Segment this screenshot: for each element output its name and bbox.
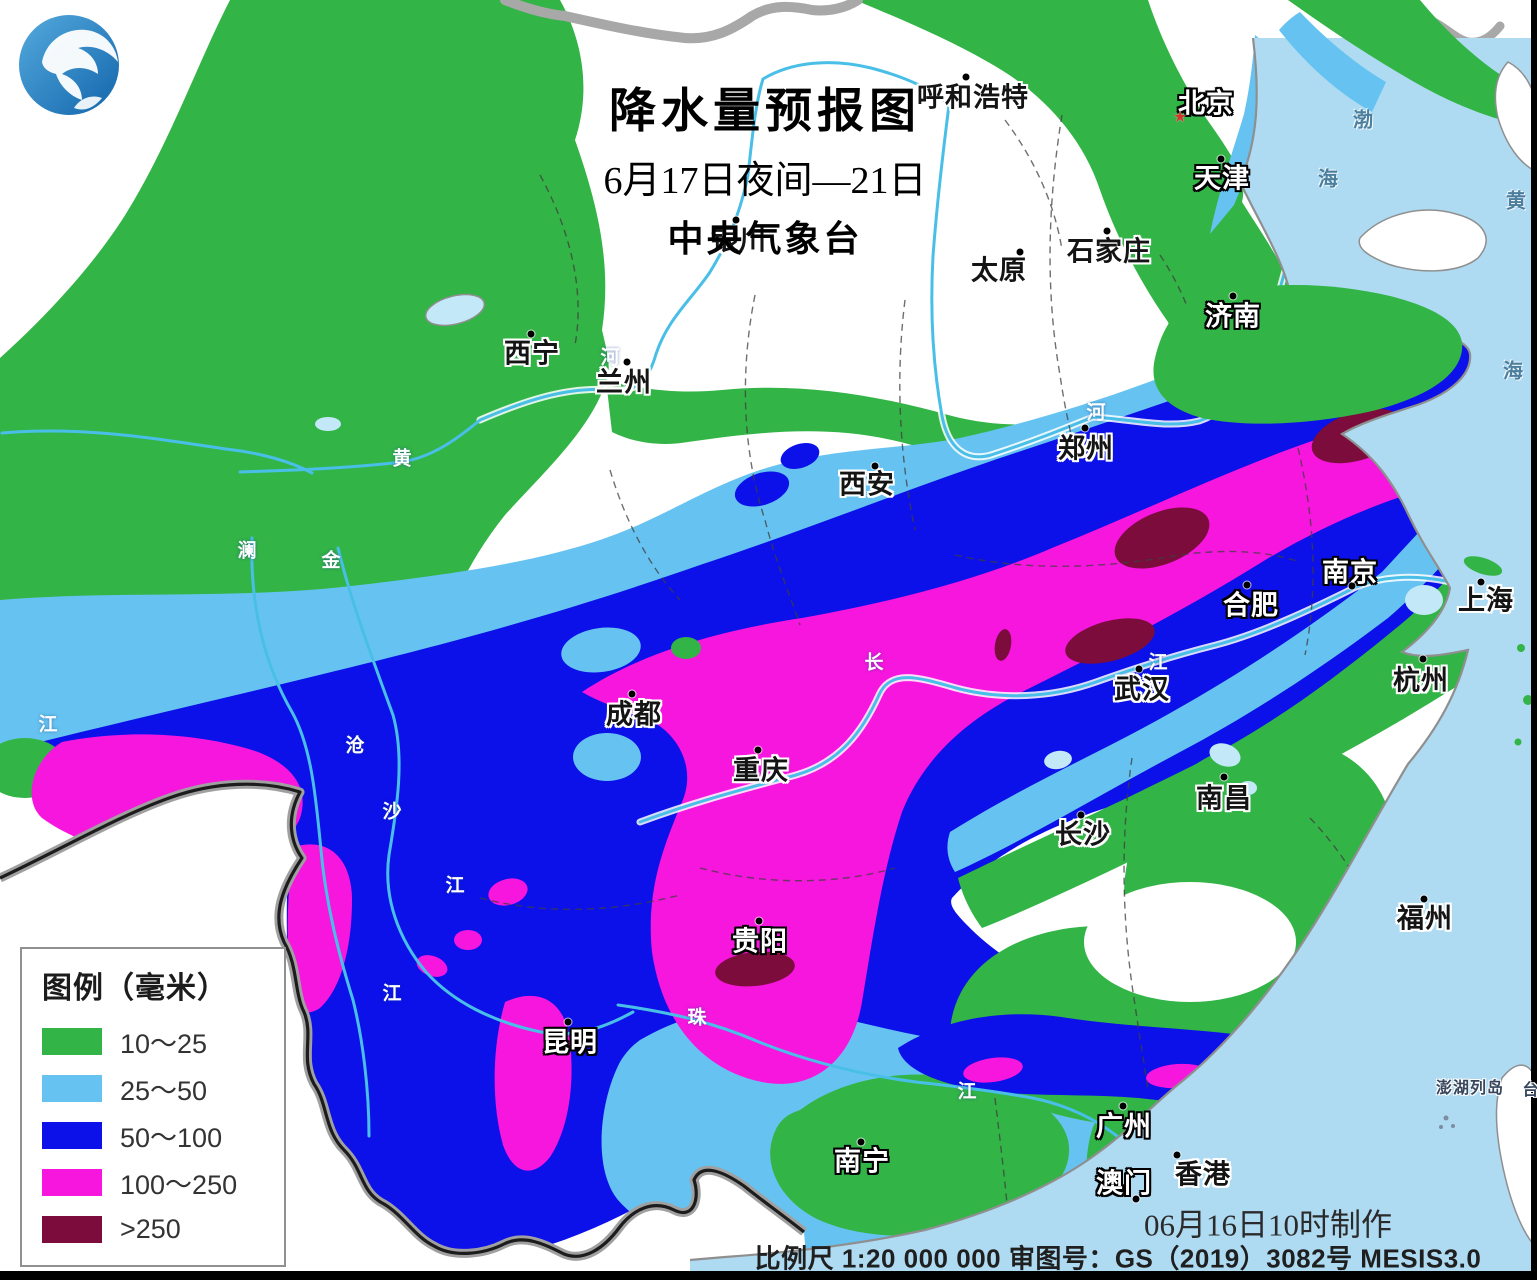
shandong-green <box>1153 285 1463 424</box>
rivers <box>0 59 1477 1143</box>
city-marker-dot <box>1081 424 1089 432</box>
legend-label: 100～250 <box>120 1169 238 1200</box>
lakes <box>315 293 1443 795</box>
production-time: 06月16日10时制作 <box>1144 1207 1392 1243</box>
legend-label: >250 <box>120 1213 181 1244</box>
korea-peninsula <box>1494 61 1537 173</box>
city-marker-dot <box>1119 1102 1127 1110</box>
city-marker-dot <box>962 73 970 81</box>
city-marker-dot <box>1173 1151 1181 1159</box>
city-marker-dot <box>1420 895 1428 903</box>
jinsha-river <box>336 546 635 1036</box>
precip-blobs-maroon <box>715 408 1405 987</box>
city-marker-dot <box>754 746 762 754</box>
dry-hole-guangdong-north <box>1084 882 1296 1002</box>
legend-swatch <box>42 1168 102 1196</box>
city-marker-dot <box>1220 773 1228 781</box>
legend: 图例（毫米） 10～25 25～50 50～100 100～250 >250 <box>20 947 286 1267</box>
city-marker-dot <box>857 1138 865 1146</box>
legend-item: 100～250 <box>42 1162 284 1202</box>
penghu-islands <box>1443 1115 1449 1121</box>
city-marker-dot <box>1135 665 1143 673</box>
precip-band-green-northwest <box>0 0 609 665</box>
taihu-lake <box>1405 585 1443 615</box>
city-marker-dot <box>1217 155 1225 163</box>
city-marker-dot <box>564 1018 572 1026</box>
city-marker-dot <box>623 358 631 366</box>
city-marker-star: ★ <box>1172 109 1188 126</box>
precip-band-green-southeast <box>958 548 1504 928</box>
legend-swatch <box>42 1215 102 1243</box>
city-marker-dot <box>1348 582 1356 590</box>
cma-logo <box>16 12 122 123</box>
city-marker-dot <box>871 462 879 470</box>
legend-item: 25～50 <box>42 1068 284 1108</box>
legend-swatch <box>42 1121 102 1149</box>
legend-items: 10～25 25～50 50～100 100～250 >250 <box>42 1021 284 1249</box>
city-marker-dot <box>1419 655 1427 663</box>
precip-band-lightblue-southeast <box>947 518 1464 872</box>
city-marker-dot <box>628 690 636 698</box>
precip-band-green-north <box>606 0 1302 470</box>
province-borders <box>479 114 1389 1216</box>
frame-bottom <box>0 1271 1537 1280</box>
city-marker-dot <box>527 330 535 338</box>
liaodong-green <box>1288 0 1537 128</box>
city-marker-dot <box>732 216 740 224</box>
city-marker-dot <box>1132 1195 1140 1203</box>
legend-item: >250 <box>42 1209 284 1249</box>
coastal-land-features <box>1153 0 1537 1250</box>
yellow-river <box>478 61 1291 459</box>
frame-right <box>1531 0 1537 1280</box>
yangtze-river <box>638 575 1475 824</box>
legend-label: 10～25 <box>120 1028 208 1059</box>
city-marker-dot <box>1077 811 1085 819</box>
legend-swatch <box>42 1027 102 1055</box>
chongming-island <box>1463 556 1503 576</box>
city-marker-dot <box>1229 292 1237 300</box>
legend-item: 50～100 <box>42 1115 284 1155</box>
legend-label: 25～50 <box>120 1075 208 1106</box>
shandong-tip-white <box>1358 209 1487 272</box>
taiwan-island <box>1495 1064 1537 1250</box>
legend-swatch <box>42 1074 102 1102</box>
city-marker-dot <box>755 917 763 925</box>
legend-label: 50～100 <box>120 1122 223 1153</box>
precip-small-patches <box>561 443 820 781</box>
city-marker-dot <box>1243 581 1251 589</box>
city-marker-dot <box>1477 578 1485 586</box>
pearl-river <box>616 1003 1125 1143</box>
lancang-river <box>250 536 371 1138</box>
qinghai-lake <box>424 293 486 327</box>
poyang-lake <box>1209 743 1241 767</box>
legend-title: 图例（毫米） <box>42 972 228 1005</box>
scale-and-approval: 比例尺 1:20 000 000 审图号：GS（2019）3082号 MESIS… <box>754 1243 1482 1274</box>
dongting-lake <box>1044 750 1072 770</box>
legend-item: 10～25 <box>42 1021 284 1061</box>
city-marker-dot <box>1103 227 1111 235</box>
city-marker-dot <box>1016 248 1024 256</box>
